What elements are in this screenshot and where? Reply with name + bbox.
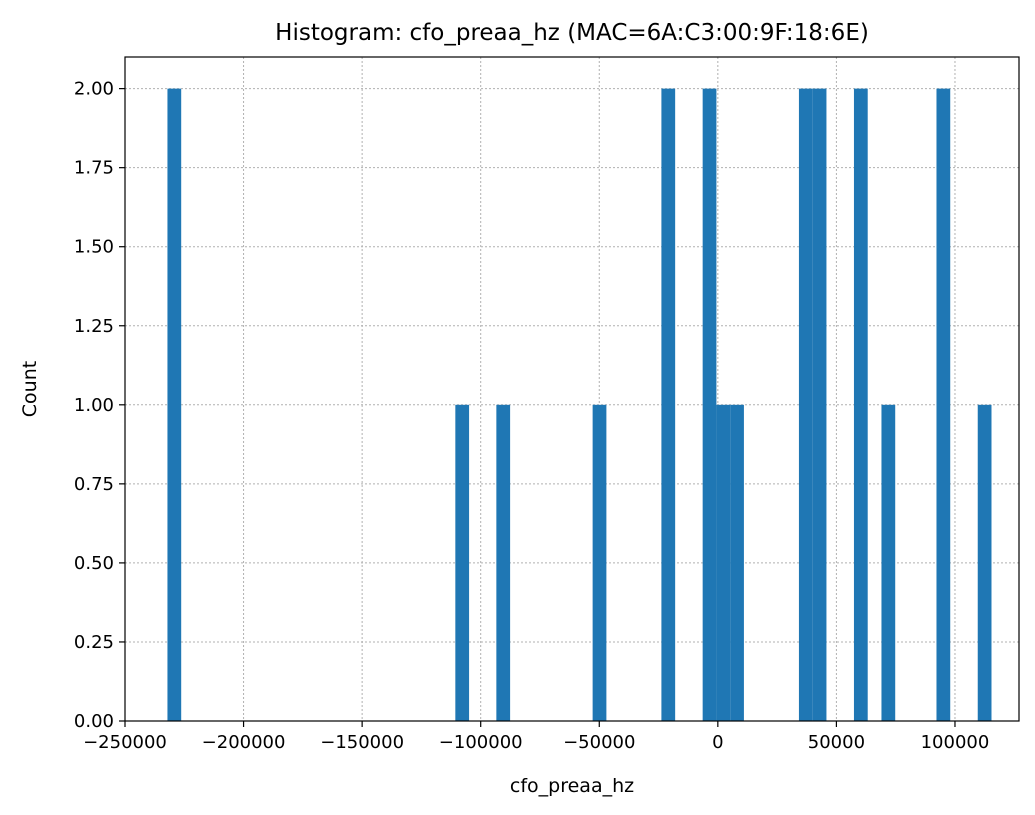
histogram-bar xyxy=(881,404,896,721)
histogram-bar xyxy=(592,404,607,721)
y-axis-ticks: 0.00 0.25 0.50 0.75 1.00 1.25 1.50 1.75 2.00 xyxy=(74,79,125,732)
histogram-bar xyxy=(730,404,744,721)
histogram-bar xyxy=(812,88,827,722)
histogram-bar xyxy=(798,88,813,722)
y-tick-label: 0.75 xyxy=(74,474,114,495)
y-tick-label: 0.50 xyxy=(74,553,114,574)
y-tick-label: 1.50 xyxy=(74,237,114,258)
y-tick-label: 0.00 xyxy=(74,711,114,732)
y-tick-label: 2.00 xyxy=(74,79,114,100)
y-tick-label: 1.00 xyxy=(74,395,114,416)
x-tick-label: 100000 xyxy=(921,732,990,753)
x-axis-ticks: −250000 −200000 −150000 −100000 −50000 0 50000… xyxy=(83,721,989,753)
x-tick-label: −50000 xyxy=(563,732,635,753)
histogram-bar xyxy=(853,88,868,722)
x-tick-label: −150000 xyxy=(320,732,404,753)
x-tick-label: −200000 xyxy=(202,732,286,753)
y-axis-label: Count xyxy=(19,361,41,417)
histogram-bar xyxy=(661,88,676,722)
x-tick-label: 0 xyxy=(712,732,723,753)
histogram-bar xyxy=(702,88,717,722)
x-axis-label: cfo_preaa_hz xyxy=(510,775,634,797)
histogram-bar xyxy=(455,404,470,721)
x-tick-label: −100000 xyxy=(439,732,523,753)
x-tick-label: 50000 xyxy=(808,732,865,753)
chart-title: Histogram: cfo_preaa_hz (MAC=6A:C3:00:9F… xyxy=(275,20,869,46)
histogram-bar xyxy=(936,88,951,722)
y-tick-label: 1.75 xyxy=(74,158,114,179)
histogram-bar xyxy=(977,404,992,721)
histogram-bar xyxy=(167,88,182,722)
y-tick-label: 1.25 xyxy=(74,316,114,337)
plot-frame xyxy=(124,56,1020,722)
histogram-bar xyxy=(496,404,511,721)
bars-layer xyxy=(167,88,992,722)
y-tick-label: 0.25 xyxy=(74,632,114,653)
histogram-bar xyxy=(716,404,731,721)
x-tick-label: −250000 xyxy=(83,732,167,753)
